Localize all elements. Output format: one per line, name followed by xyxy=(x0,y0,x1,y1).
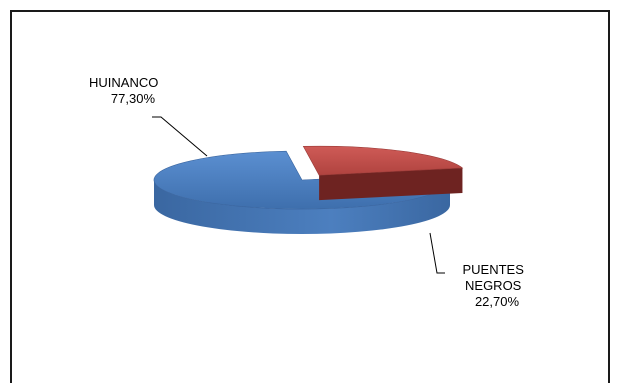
slice-puentes-negros-cut-face xyxy=(319,167,463,201)
leader-line-huinanco xyxy=(152,116,208,157)
pie-chart: HUINANCO 77,30% PUENTES NEGROS 22,70% xyxy=(89,75,527,309)
leader-line-puentes-negros xyxy=(429,232,445,274)
label-puentes-negros-line1: PUENTES xyxy=(462,262,524,277)
label-puentes-negros-line2: NEGROS xyxy=(465,278,522,293)
chart-frame: HUINANCO 77,30% PUENTES NEGROS 22,70% xyxy=(10,10,610,383)
slice-huinanco-side xyxy=(154,180,450,234)
label-huinanco-percent: 77,30% xyxy=(111,91,156,106)
label-puentes-negros: PUENTES NEGROS 22,70% xyxy=(462,262,527,309)
slice-puentes-negros xyxy=(302,145,464,176)
label-huinanco: HUINANCO 77,30% xyxy=(89,75,162,106)
label-puentes-negros-percent: 22,70% xyxy=(475,294,520,309)
label-huinanco-name: HUINANCO xyxy=(89,75,158,90)
